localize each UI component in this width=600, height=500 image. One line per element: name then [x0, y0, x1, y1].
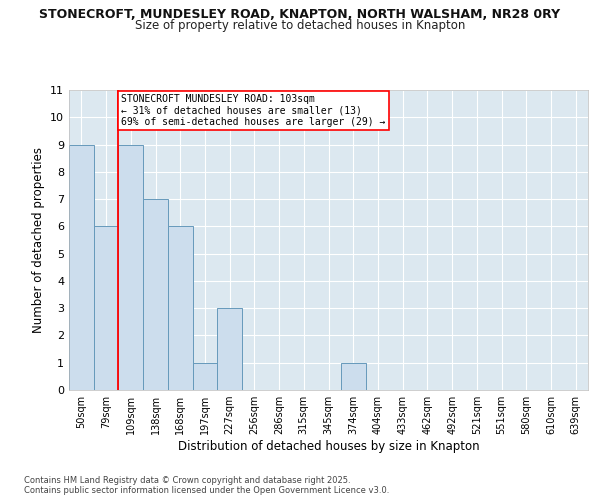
- Text: Size of property relative to detached houses in Knapton: Size of property relative to detached ho…: [135, 19, 465, 32]
- Bar: [94, 226, 118, 390]
- Bar: [217, 308, 242, 390]
- Bar: [341, 362, 365, 390]
- Text: Contains HM Land Registry data © Crown copyright and database right 2025.
Contai: Contains HM Land Registry data © Crown c…: [24, 476, 389, 495]
- Bar: [118, 144, 143, 390]
- Bar: [168, 226, 193, 390]
- X-axis label: Distribution of detached houses by size in Knapton: Distribution of detached houses by size …: [178, 440, 479, 453]
- Bar: [143, 199, 168, 390]
- Text: STONECROFT MUNDESLEY ROAD: 103sqm
← 31% of detached houses are smaller (13)
69% : STONECROFT MUNDESLEY ROAD: 103sqm ← 31% …: [121, 94, 386, 128]
- Bar: [193, 362, 217, 390]
- Bar: [69, 144, 94, 390]
- Y-axis label: Number of detached properties: Number of detached properties: [32, 147, 44, 333]
- Text: STONECROFT, MUNDESLEY ROAD, KNAPTON, NORTH WALSHAM, NR28 0RY: STONECROFT, MUNDESLEY ROAD, KNAPTON, NOR…: [40, 8, 560, 20]
